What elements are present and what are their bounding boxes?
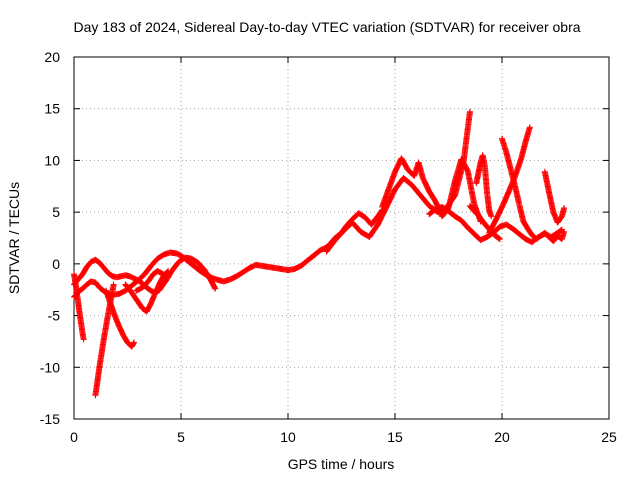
plot-frame: [73, 56, 610, 420]
data-point: [526, 124, 533, 131]
data-point: [496, 236, 503, 243]
y-tick-label: 5: [52, 204, 60, 220]
x-tick-label: 15: [387, 429, 403, 445]
data-point: [558, 227, 565, 234]
x-tick-label: 5: [177, 429, 185, 445]
data-point: [212, 285, 219, 292]
series-track-o: [541, 168, 568, 226]
data-point: [165, 274, 172, 281]
y-tick-label: -15: [40, 411, 60, 427]
data-point: [496, 235, 502, 242]
series-track-g: [122, 268, 172, 315]
series-track-d: [92, 281, 117, 399]
y-tick-label: 15: [44, 101, 60, 117]
x-tick-label: 10: [280, 429, 296, 445]
series-track-c: [71, 271, 87, 343]
data-point: [110, 281, 117, 288]
y-tick-label: 20: [44, 49, 60, 65]
x-tick-label: 25: [601, 429, 617, 445]
series-track-a: [71, 207, 386, 300]
data-points: [71, 108, 568, 399]
series-track-n: [499, 135, 568, 245]
series-track-e: [103, 287, 137, 350]
x-axis-label: GPS time / hours: [288, 456, 395, 472]
y-tick-label: 0: [52, 256, 60, 272]
data-point: [466, 108, 473, 115]
series-track-l: [473, 152, 495, 220]
chart-title: Day 183 of 2024, Sidereal Day-to-day VTE…: [73, 19, 580, 35]
data-point: [130, 339, 137, 346]
data-point: [80, 336, 87, 343]
y-axis-label: SDTVAR / TECUs: [6, 182, 22, 294]
y-tick-label: -5: [48, 308, 61, 324]
x-tick-label: 0: [70, 429, 78, 445]
data-point: [164, 268, 171, 275]
data-point: [561, 205, 568, 212]
y-tick-label: 10: [44, 152, 60, 168]
data-point: [561, 228, 568, 235]
axis-ticks: 0 5 10 15 20 25 -15 -10 -5 0 5 10 15 20: [40, 49, 617, 445]
x-tick-label: 20: [494, 429, 510, 445]
series-track-h: [323, 108, 473, 255]
data-point: [488, 213, 495, 220]
y-tick-label: -10: [40, 359, 60, 375]
data-point: [165, 268, 172, 275]
series-track-m: [486, 124, 533, 236]
series-track-f: [133, 268, 172, 294]
